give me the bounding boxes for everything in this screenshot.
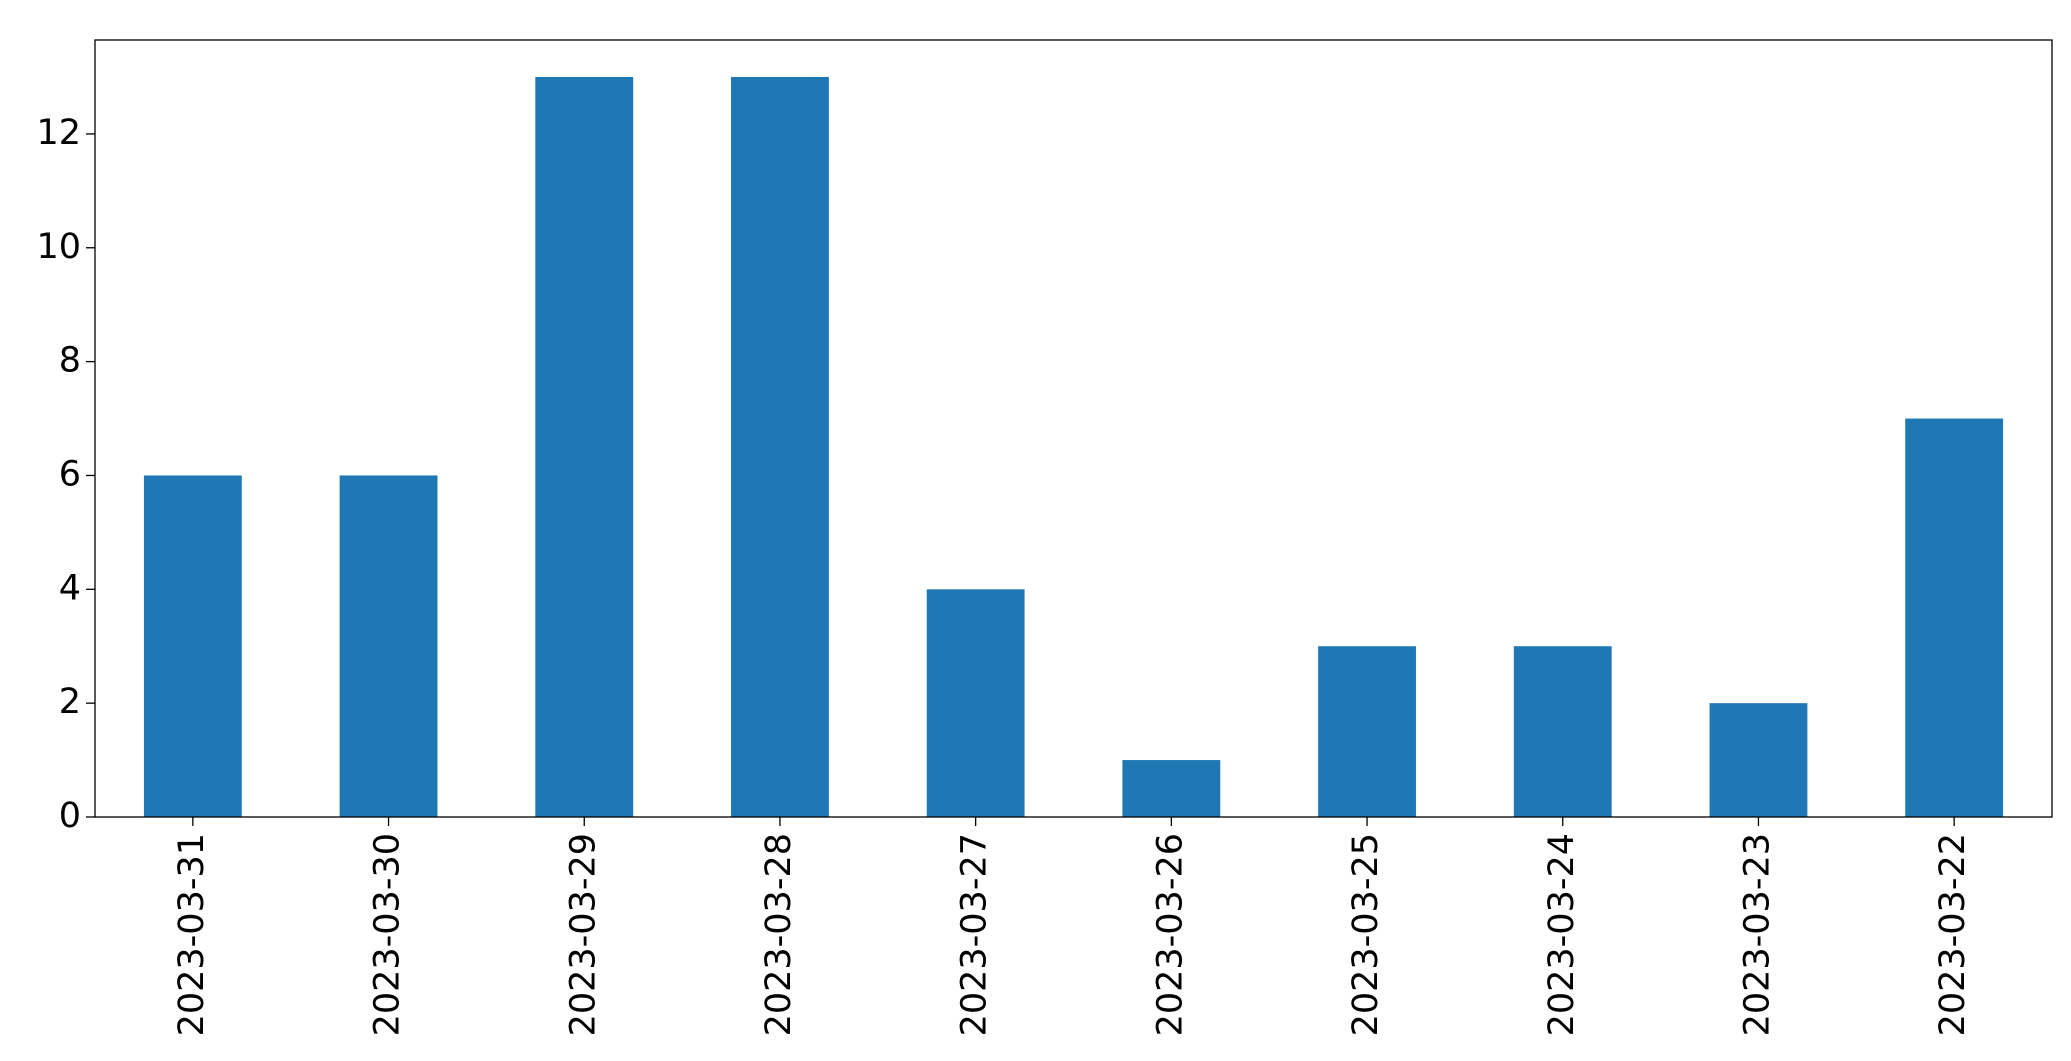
x-tick-label: 2023-03-27 bbox=[955, 833, 995, 1036]
x-tick-label: 2023-03-30 bbox=[368, 833, 408, 1036]
plot-frame bbox=[94, 39, 2053, 818]
x-tick-label: 2023-03-31 bbox=[172, 833, 212, 1036]
y-tick-label: 8 bbox=[59, 341, 81, 381]
y-tick-label: 10 bbox=[36, 227, 81, 267]
bar bbox=[1905, 418, 2004, 817]
x-tick-label: 2023-03-25 bbox=[1346, 833, 1386, 1036]
y-tick-label: 12 bbox=[36, 113, 81, 153]
bar bbox=[143, 475, 242, 817]
x-tick-label: 2023-03-26 bbox=[1150, 833, 1190, 1036]
bar bbox=[535, 77, 634, 817]
bar bbox=[1709, 703, 1808, 817]
bar bbox=[339, 475, 438, 817]
y-tick-label: 0 bbox=[59, 796, 81, 836]
bar bbox=[1318, 646, 1416, 817]
x-tick-label: 2023-03-24 bbox=[1542, 833, 1582, 1036]
y-tick-label: 6 bbox=[59, 454, 81, 494]
y-tick-label: 4 bbox=[59, 568, 81, 608]
bar bbox=[1513, 646, 1612, 817]
x-tick-label: 2023-03-29 bbox=[563, 833, 603, 1036]
x-tick-label: 2023-03-22 bbox=[1933, 833, 1973, 1036]
y-tick-label: 2 bbox=[59, 682, 81, 722]
bar bbox=[926, 589, 1025, 817]
bar bbox=[1122, 760, 1221, 817]
x-tick-label: 2023-03-23 bbox=[1737, 833, 1777, 1036]
x-tick-label: 2023-03-28 bbox=[759, 833, 799, 1036]
bar bbox=[731, 77, 829, 817]
